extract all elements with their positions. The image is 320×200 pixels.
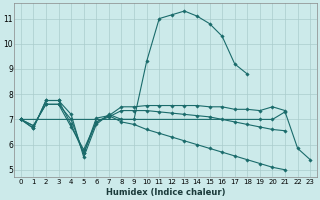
X-axis label: Humidex (Indice chaleur): Humidex (Indice chaleur) [106, 188, 225, 197]
